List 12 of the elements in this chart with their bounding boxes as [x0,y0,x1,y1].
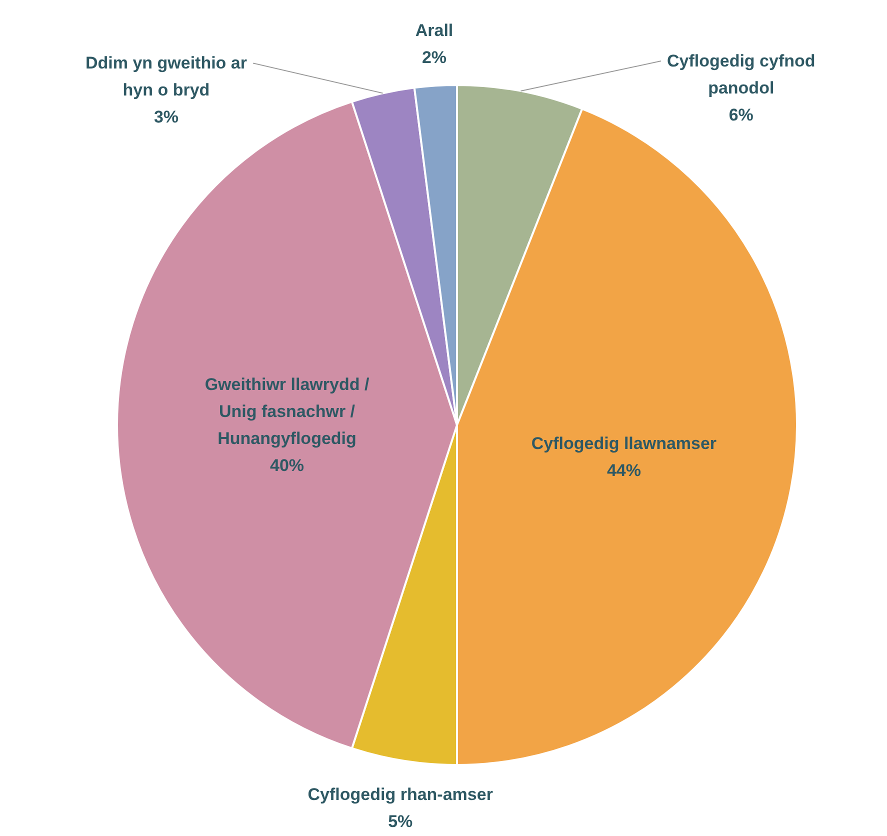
slice-label: Cyflogedig rhan-amser [308,785,494,804]
data-label: 40% [270,456,304,475]
slice-label: Gweithiwr llawrydd / Unig fasnachwr / Hunangyflogedig [204,375,370,448]
data-label: 3% [154,108,179,127]
data-label: 2% [422,48,447,68]
slice-label: Arall [415,21,454,40]
data-label: 44% [606,460,642,480]
data-label: 5% [388,812,413,832]
slice-label: Cyflogedig cyfnod panodol [667,52,816,98]
data-label: 6% [728,106,754,125]
slice-label: Ddim yn gweithio ar hyn o bryd [85,54,248,100]
slice-label: Cyflogedig llawnamser [531,434,717,453]
